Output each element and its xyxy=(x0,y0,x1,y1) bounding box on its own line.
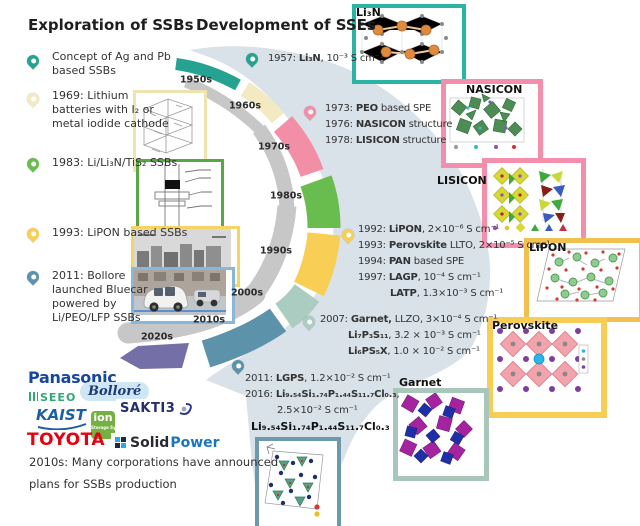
segment-1950s xyxy=(175,58,241,91)
exploration-entry: Concept of Ag and Pb based SSBs xyxy=(52,50,171,77)
toyota-logo: TOYOTA xyxy=(27,430,106,450)
garnet-structure-image xyxy=(393,388,489,481)
kaist-logo: KAIST xyxy=(36,406,88,430)
swoosh-shape xyxy=(190,46,490,518)
crystal-graphic xyxy=(492,167,567,233)
solid-power-logo: Solid Power xyxy=(111,433,224,453)
timeline-entry: 1993: Perovskite LLTO, 2×10⁻⁵ S cm⁻¹ xyxy=(358,240,551,251)
structure-label-lgps: Li₉.₅₄Si₁.₇₄P₁.₄₄S₁₁.₇Cl₀.₃ xyxy=(251,420,390,433)
structure-label-lisicon: LISICON xyxy=(437,174,487,187)
timeline-entry: 1978: LISICON structure xyxy=(325,135,447,146)
decade-label: 1970s xyxy=(257,141,291,153)
lipon-structure-image xyxy=(524,238,640,322)
sakti3-swirl-icon xyxy=(179,402,193,415)
timeline-entry: 1997: LAGP, 10⁻⁴ S cm⁻¹ xyxy=(358,272,481,283)
decade-label: 2020s xyxy=(140,331,174,343)
decade-label: 2010s xyxy=(192,314,226,326)
exploration-entry: 1983: Li/Li₃N/TiS₂ SSBs xyxy=(52,156,178,169)
bluecar-photo-image xyxy=(131,267,235,324)
decade-label: 1950s xyxy=(179,74,213,86)
footer-caption-line2: plans for SSBs production xyxy=(29,477,177,491)
structure-label-garnet: Garnet xyxy=(399,376,442,389)
sketch-graphic xyxy=(154,164,212,230)
timeline-entry: 2016: Li₉.₅₄Si₁.₇₄P₁.₄₄S₁₁.₇Cl₀.₃, xyxy=(245,389,400,400)
segment-2010s xyxy=(201,308,287,368)
timeline-group-2000s: 2007: Garnet, LLZO, 3×10⁻⁴ S cm⁻¹ Li₇P₃S… xyxy=(320,312,497,360)
exploration-entry: 2011: Bollore launched Bluecar powered b… xyxy=(52,269,148,324)
lisicon-structure-image xyxy=(482,158,586,248)
kaist-swoosh-icon xyxy=(37,423,87,430)
seeo-logo: SEEO xyxy=(29,391,76,404)
crystal-graphic xyxy=(360,14,448,64)
exploration-entry: 1993: LiPON based SSBs xyxy=(52,226,188,239)
car-photo-graphic xyxy=(134,270,226,315)
timeline-group-1950s: 1957: Li₃N, 10⁻³ S cm⁻¹ xyxy=(268,51,384,67)
segment-1990s xyxy=(293,232,341,297)
crystal-graphic xyxy=(399,392,473,465)
crystal-graphic xyxy=(449,93,525,149)
seeo-pattern-icon xyxy=(29,392,38,401)
timeline-entry: 1957: Li₃N, 10⁻³ S cm⁻¹ xyxy=(268,53,384,64)
segment-1970s xyxy=(273,116,324,178)
footer-caption-line1: 2010s: Many corporations have announced xyxy=(29,455,279,469)
decade-label: 2000s xyxy=(230,287,264,299)
decade-label: 1990s xyxy=(259,245,293,257)
structure-label-li3n: Li₃N xyxy=(356,6,381,19)
lgps-structure-image xyxy=(255,437,341,526)
timeline-group-1990s: 1992: LiPON, 2×10⁻⁶ S cm⁻¹ 1993: Perovsk… xyxy=(358,222,550,302)
right-section-title: Development of SSEs xyxy=(196,16,376,34)
timeline-entry: 2.5×10⁻² S cm⁻¹ xyxy=(277,405,358,416)
perovskite-structure-image xyxy=(487,317,607,418)
timeline-entry: 1994: PAN based SPE xyxy=(358,256,464,267)
bollore-logo: Bolloré xyxy=(80,382,150,401)
segment-2020s xyxy=(120,343,189,369)
sakti3-logo: SAKTI3 xyxy=(116,399,201,418)
timeline-entry: 1992: LiPON, 2×10⁻⁶ S cm⁻¹ xyxy=(358,224,500,235)
timeline-entry: 2011: LGPS, 1.2×10⁻² S cm⁻¹ xyxy=(245,373,391,384)
decade-label: 1980s xyxy=(269,190,303,202)
segment-1980s xyxy=(300,175,341,229)
structure-label-perovskite: Perovskite xyxy=(492,319,559,332)
segment-1960s xyxy=(240,82,285,124)
timeline-entry: LATP, 1.3×10⁻³ S cm⁻¹ xyxy=(390,288,504,299)
li3n-structure-image xyxy=(352,4,466,84)
timeline-entry: Li₇P₃S₁₁, 3.2 × 10⁻³ S cm⁻¹ xyxy=(348,330,481,341)
timeline-entry: 1973: PEO based SPE xyxy=(325,103,432,114)
crystal-graphic xyxy=(264,443,324,517)
crystal-graphic xyxy=(497,328,589,392)
solid-power-checker-icon xyxy=(115,437,126,448)
timeline-entry: 1976: NASICON structure xyxy=(325,119,453,130)
decade-label: 1960s xyxy=(228,100,262,112)
segment-2000s xyxy=(275,284,320,329)
crystal-graphic xyxy=(536,248,626,302)
timeline-group-2010s: 2011: LGPS, 1.2×10⁻² S cm⁻¹ 2016: Li₉.₅₄… xyxy=(245,371,400,419)
exploration-entry: 1969: Lithium batteries with I₂ or metal… xyxy=(52,89,169,130)
timeline-entry: 2007: Garnet, LLZO, 3×10⁻⁴ S cm⁻¹ xyxy=(320,314,498,325)
structure-label-nasicon: NASICON xyxy=(466,83,523,96)
left-section-title: Exploration of SSBs xyxy=(28,16,194,34)
timeline-group-1970s: 1973: PEO based SPE 1976: NASICON struct… xyxy=(325,101,452,149)
sketch-graphic xyxy=(142,98,194,154)
structure-label-lipon: LiPON xyxy=(529,241,567,254)
timeline-entry: Li₆PS₅X, 1.0 × 10⁻² S cm⁻¹ xyxy=(348,346,480,357)
